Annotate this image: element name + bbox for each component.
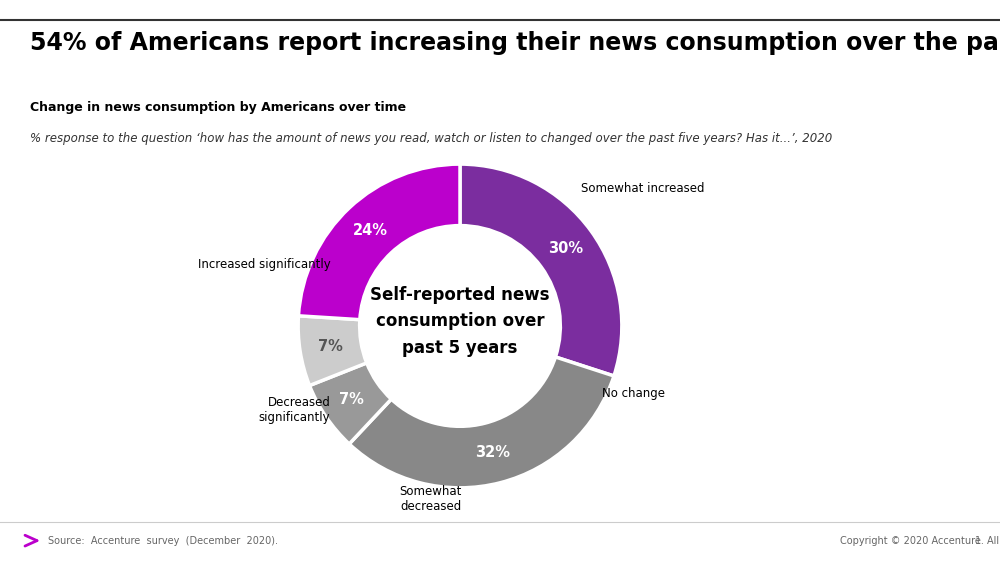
Wedge shape	[298, 164, 460, 320]
Text: 7%: 7%	[339, 392, 364, 407]
Wedge shape	[298, 316, 367, 386]
Wedge shape	[460, 164, 622, 376]
Wedge shape	[310, 363, 391, 444]
Text: % response to the question ‘how has the amount of news you read, watch or listen: % response to the question ‘how has the …	[30, 132, 832, 145]
Text: 32%: 32%	[475, 446, 510, 460]
Text: 54% of Americans report increasing their news consumption over the past five yea: 54% of Americans report increasing their…	[30, 31, 1000, 55]
Text: Decreased
significantly: Decreased significantly	[259, 396, 331, 424]
Text: No change: No change	[602, 387, 665, 401]
Text: 7%: 7%	[318, 339, 343, 354]
Text: 24%: 24%	[353, 223, 388, 238]
Wedge shape	[349, 357, 614, 488]
Text: 1: 1	[975, 536, 981, 546]
Text: Change in news consumption by Americans over time: Change in news consumption by Americans …	[30, 101, 406, 114]
Text: Somewhat increased: Somewhat increased	[581, 182, 705, 195]
Text: Increased significantly: Increased significantly	[198, 258, 331, 271]
Text: Source:  Accenture  survey  (December  2020).: Source: Accenture survey (December 2020)…	[48, 536, 278, 546]
Text: Self-reported news
consumption over
past 5 years: Self-reported news consumption over past…	[370, 285, 550, 356]
Text: Somewhat
decreased: Somewhat decreased	[400, 484, 462, 513]
Text: 30%: 30%	[549, 242, 584, 256]
Text: Copyright © 2020 Accenture. All rights reserved.: Copyright © 2020 Accenture. All rights r…	[840, 536, 1000, 546]
